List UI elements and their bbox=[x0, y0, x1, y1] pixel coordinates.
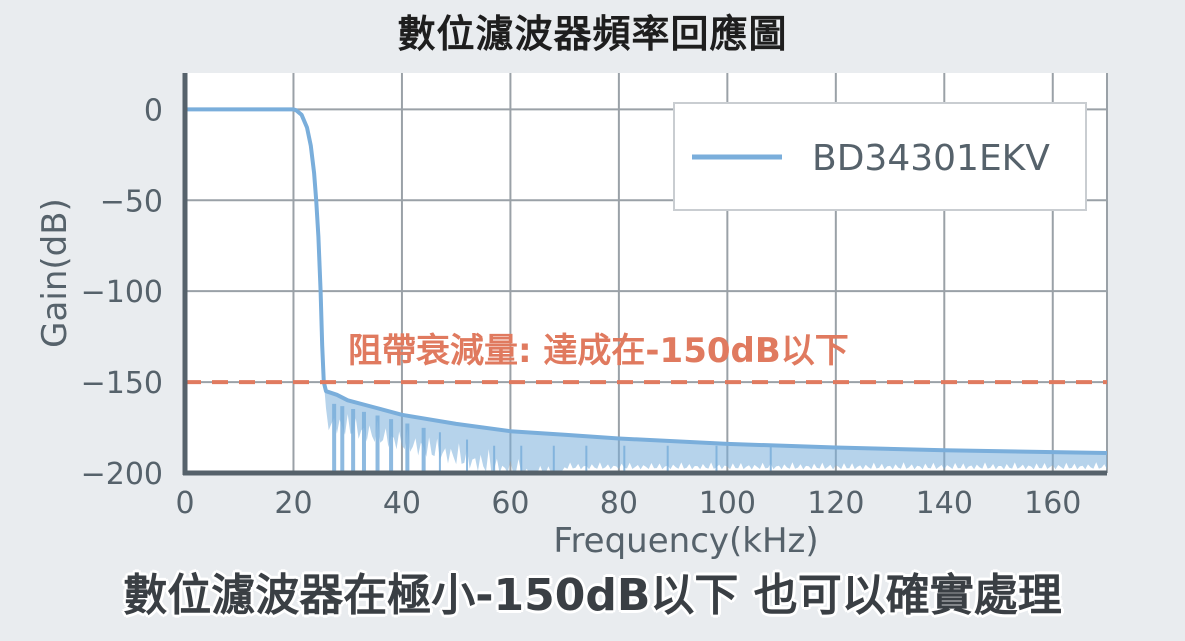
x-tick-label: 80 bbox=[600, 486, 638, 521]
y-tick-label: −50 bbox=[100, 184, 163, 219]
y-tick-label: −200 bbox=[81, 457, 163, 492]
x-tick-label: 20 bbox=[274, 486, 312, 521]
x-tick-label: 140 bbox=[916, 486, 973, 521]
x-axis-label: Frequency(kHz) bbox=[553, 521, 818, 560]
x-tick-label: 120 bbox=[807, 486, 864, 521]
y-axis-label: Gain(dB) bbox=[35, 198, 75, 348]
caption-banner: 數位濾波器在極小-150dB以下 也可以確實處理 bbox=[123, 570, 1062, 621]
frequency-response-chart: 阻帶衰減量: 達成在-150dB以下 0 20 40 60 80 100 120 140 160 0… bbox=[35, 73, 1108, 560]
x-tick-label: 60 bbox=[491, 486, 529, 521]
x-tick-label: 160 bbox=[1024, 486, 1081, 521]
x-tick-label: 0 bbox=[175, 486, 194, 521]
series-line-bd34301ekv bbox=[185, 107, 1108, 455]
y-tick-label: −150 bbox=[81, 366, 163, 401]
x-tick-label: 100 bbox=[699, 486, 756, 521]
y-tick-label: −100 bbox=[81, 275, 163, 310]
x-tick-label: 40 bbox=[383, 486, 421, 521]
legend-label: BD34301EKV bbox=[812, 138, 1050, 179]
threshold-annotation: 阻帶衰減量: 達成在-150dB以下 bbox=[348, 331, 849, 371]
y-tick-label: 0 bbox=[144, 93, 163, 128]
page-title: 數位濾波器頻率回應圖 bbox=[397, 12, 788, 56]
